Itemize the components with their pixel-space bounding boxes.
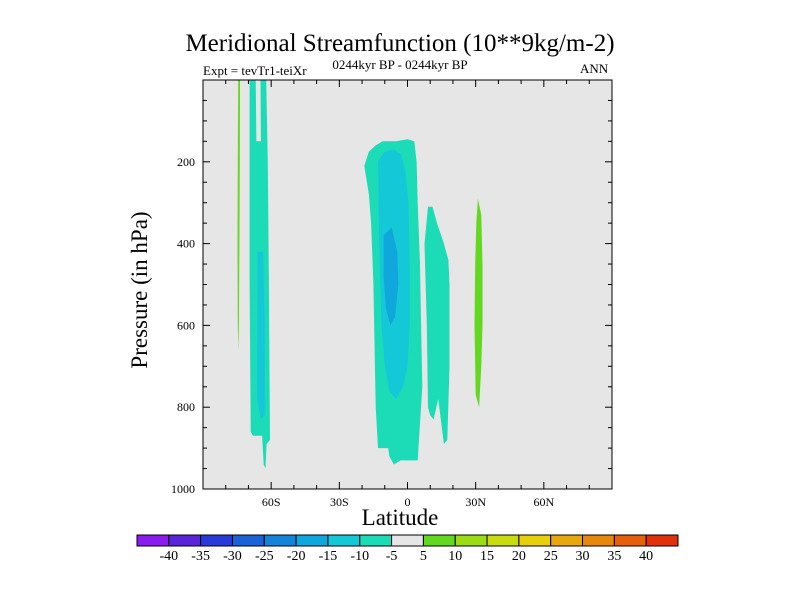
colorbar-label: 30 [576, 549, 590, 564]
colorbar-swatch [613, 534, 647, 547]
x-tick-label: 0 [405, 495, 411, 509]
colorbar-label: 40 [639, 549, 653, 564]
colorbar-label: -40 [159, 549, 178, 564]
contour-region-sh-negative-core [257, 251, 265, 420]
colorbar-label: -15 [319, 549, 338, 564]
colorbar-label: 10 [448, 549, 462, 564]
colorbar-swatch [454, 534, 488, 547]
x-tick-label: 60S [262, 495, 281, 509]
axis-ticks: 60S 30S 0 30N 60N 200 400 600 800 1000 [171, 80, 612, 509]
colorbar-label: -20 [287, 549, 306, 564]
colorbar-label: 25 [544, 549, 558, 564]
colorbar-label: 35 [607, 549, 621, 564]
colorbar-swatch [263, 534, 297, 547]
colorbar-swatch [645, 534, 679, 547]
contour-region-nh-subtropical-negative [424, 206, 450, 444]
x-axis-label: Latitude [361, 505, 439, 530]
colorbar-swatch [200, 534, 233, 547]
colorbar-swatch [550, 534, 584, 547]
time-range-label: 0244kyr BP - 0244kyr BP [332, 57, 468, 72]
colorbar-swatch [327, 534, 361, 547]
y-tick-label: 800 [177, 400, 195, 414]
y-tick-label: 1000 [171, 482, 195, 496]
colorbar-swatch [486, 534, 520, 547]
chart-title: Meridional Streamfunction (10**9kg/m-2) [185, 30, 615, 57]
y-tick-label: 200 [177, 155, 195, 169]
colorbar-swatch [295, 534, 329, 547]
colorbar-swatch [391, 534, 424, 547]
y-tick-label: 400 [177, 237, 195, 251]
colorbar-label: -10 [350, 549, 369, 564]
x-tick-label: 60N [533, 495, 554, 509]
colorbar-label: -35 [191, 549, 210, 564]
colorbar-swatch [136, 534, 170, 547]
colorbar-swatch [168, 534, 202, 547]
y-tick-label: 600 [177, 318, 195, 332]
colorbar-swatch [582, 534, 615, 547]
colorbar-swatch [231, 534, 265, 547]
colorbar-label: -5 [386, 549, 398, 564]
colorbar-label: 5 [420, 549, 427, 564]
contour-region-sh-narrow-positive [237, 80, 240, 350]
colorbar-swatch [359, 534, 393, 547]
colorbar-label: -25 [255, 549, 274, 564]
colorbar: -40 -35 -30 -25 -20 -15 -10 -5 5 10 15 20 25 30 35 40 [136, 534, 679, 564]
contour-region-tropical-negative-core [383, 227, 399, 326]
colorbar-swatch [518, 534, 552, 547]
contour-region-nh-positive-cell [474, 198, 483, 408]
experiment-label: Expt = tevTr1-teiXr [203, 63, 307, 78]
colorbar-label: 20 [512, 549, 526, 564]
x-tick-label: 30S [330, 495, 349, 509]
x-tick-label: 30N [465, 495, 486, 509]
colorbar-swatch [422, 534, 456, 547]
season-label: ANN [580, 61, 609, 76]
colorbar-label: -30 [223, 549, 242, 564]
colorbar-label: 15 [480, 549, 494, 564]
contour-regions [237, 80, 483, 469]
